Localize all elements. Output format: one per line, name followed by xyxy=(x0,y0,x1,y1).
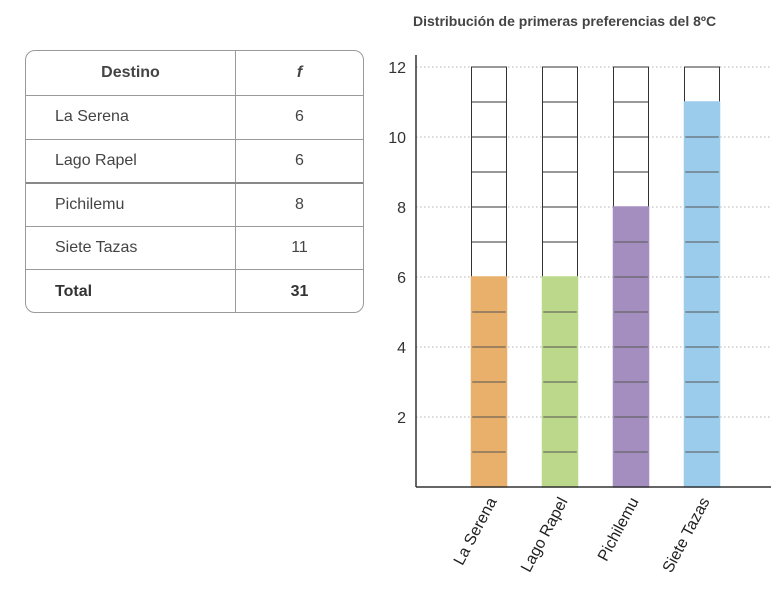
bar-unit-filled xyxy=(613,241,649,278)
y-tick-label: 10 xyxy=(388,130,406,147)
bar-unit-empty xyxy=(542,101,578,138)
frequency-table: Destino f La Serena 6 Lago Rapel 6 Pichi… xyxy=(25,50,364,313)
bar-unit-filled xyxy=(542,311,578,348)
table-total-row: Total 31 xyxy=(26,269,363,312)
destino-cell: Lago Rapel xyxy=(26,139,236,183)
bar-unit-empty xyxy=(542,66,578,103)
bar-unit-filled xyxy=(684,451,720,488)
y-tick-label: 2 xyxy=(397,410,406,427)
x-tick-label: Pichilemu xyxy=(595,495,643,564)
bar-unit-filled xyxy=(613,276,649,313)
bar-unit-filled xyxy=(684,381,720,418)
x-tick-label: Lago Rapel xyxy=(518,495,571,575)
bar-unit-empty xyxy=(542,206,578,243)
bar-unit-filled xyxy=(613,416,649,453)
y-tick-label: 12 xyxy=(388,60,406,77)
bar-unit-filled xyxy=(684,101,720,138)
bar-unit-empty xyxy=(471,206,507,243)
bar-unit-filled xyxy=(613,381,649,418)
bar-unit-filled xyxy=(471,276,507,313)
f-cell: 8 xyxy=(295,195,304,213)
total-value: 31 xyxy=(290,282,309,300)
bar-unit-empty xyxy=(613,101,649,138)
table-row: La Serena 6 xyxy=(26,95,363,139)
header-destino: Destino xyxy=(26,51,236,95)
bar-unit-filled xyxy=(613,311,649,348)
bar-unit-empty xyxy=(613,136,649,173)
bar-unit-filled xyxy=(613,206,649,243)
bar-unit-filled xyxy=(684,171,720,208)
y-tick-label: 6 xyxy=(397,270,406,287)
table-row: Lago Rapel 6 xyxy=(26,138,363,183)
bar-unit-filled xyxy=(471,311,507,348)
bar-unit-filled xyxy=(471,451,507,488)
table-row: Siete Tazas 11 xyxy=(26,225,363,270)
bar-unit-empty xyxy=(471,101,507,138)
bar-unit-empty xyxy=(471,171,507,208)
bar-unit-empty xyxy=(471,66,507,103)
table-row: Pichilemu 8 xyxy=(26,182,363,226)
y-tick-label: 4 xyxy=(397,340,406,357)
f-cell: 6 xyxy=(295,151,304,169)
x-tick-label: Siete Tazas xyxy=(660,495,714,576)
f-cell: 11 xyxy=(291,239,308,257)
total-label: Total xyxy=(26,270,236,312)
bar-unit-filled xyxy=(684,241,720,278)
destino-cell: Siete Tazas xyxy=(26,226,236,270)
bar-unit-empty xyxy=(542,241,578,278)
bar-unit-filled xyxy=(613,451,649,488)
bar-unit-filled xyxy=(471,416,507,453)
bar-unit-empty xyxy=(542,136,578,173)
bar-unit-empty xyxy=(613,66,649,103)
bar-unit-filled xyxy=(684,276,720,313)
bar-unit-empty xyxy=(542,171,578,208)
bar-unit-filled xyxy=(542,416,578,453)
x-tick-label: La Serena xyxy=(451,495,501,568)
y-tick-label: 8 xyxy=(397,200,406,217)
bar-unit-filled xyxy=(471,381,507,418)
bar-unit-filled xyxy=(684,206,720,243)
bar-unit-filled xyxy=(684,346,720,383)
header-f: f xyxy=(296,64,303,81)
f-cell: 6 xyxy=(295,108,304,126)
bar-unit-filled xyxy=(684,416,720,453)
bar-unit-filled xyxy=(542,346,578,383)
bar-unit-filled xyxy=(684,136,720,173)
destino-cell: La Serena xyxy=(26,96,236,139)
bar-unit-empty xyxy=(613,171,649,208)
bar-unit-filled xyxy=(542,451,578,488)
bar-unit-filled xyxy=(684,311,720,348)
destino-cell: Pichilemu xyxy=(26,184,236,226)
bar-unit-empty xyxy=(684,66,720,103)
bar-unit-filled xyxy=(542,381,578,418)
bar-unit-empty xyxy=(471,136,507,173)
bar-unit-filled xyxy=(613,346,649,383)
bar-unit-filled xyxy=(542,276,578,313)
bar-unit-filled xyxy=(471,346,507,383)
table-header-row: Destino f xyxy=(26,51,363,95)
chart-title: Distribución de primeras preferencias de… xyxy=(413,13,717,29)
bar-unit-empty xyxy=(471,241,507,278)
